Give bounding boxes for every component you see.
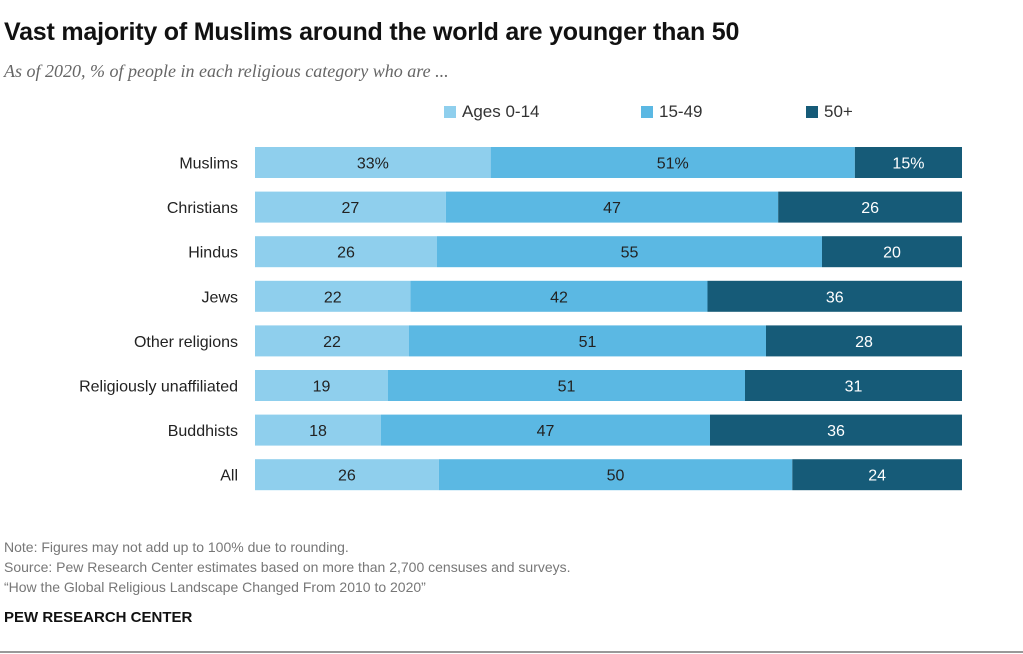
bar-segment <box>255 370 388 401</box>
category-label: Hindus <box>188 245 238 262</box>
bar-segment <box>255 191 446 223</box>
category-label: Buddhists <box>168 423 238 440</box>
bar-segment <box>822 236 962 268</box>
legend-item-50-plus: 50+ <box>806 102 853 122</box>
footnotes: Note: Figures may not add up to 100% due… <box>4 537 571 597</box>
bar-segment <box>778 191 962 223</box>
legend-swatch <box>641 106 653 118</box>
data-label: 15% <box>892 156 924 173</box>
data-label: 51 <box>558 379 576 396</box>
bar-segment <box>445 191 779 223</box>
bar-segment <box>255 459 439 491</box>
data-label: 42 <box>550 289 568 306</box>
legend-swatch <box>806 106 818 118</box>
report-title: “How the Global Religious Landscape Chan… <box>4 579 426 595</box>
data-label: 28 <box>855 334 873 351</box>
data-label: 27 <box>342 200 360 217</box>
bar-segment <box>437 236 822 268</box>
bottom-divider <box>0 651 1023 653</box>
data-label: 51 <box>579 334 597 351</box>
category-label: Religiously unaffiliated <box>79 379 238 396</box>
data-label: 31 <box>845 379 863 396</box>
category-label: Christians <box>167 200 238 217</box>
category-label: All <box>220 468 238 485</box>
data-label: 26 <box>338 468 356 485</box>
brand-label: PEW RESEARCH CENTER <box>4 609 193 626</box>
bar-segment <box>388 370 745 401</box>
category-label: Muslims <box>179 156 238 173</box>
legend-label: 15-49 <box>659 102 703 121</box>
bar-segment <box>438 459 793 491</box>
bar-segment <box>255 325 409 357</box>
legend-item-ages-0-14: Ages 0-14 <box>444 102 540 122</box>
bar-segment <box>409 325 766 357</box>
data-label: 18 <box>309 423 327 440</box>
data-label: 19 <box>313 379 331 396</box>
data-label: 47 <box>603 200 621 217</box>
data-label: 20 <box>883 245 901 262</box>
bar-segment <box>255 147 491 178</box>
legend-swatch <box>444 106 456 118</box>
data-label: 26 <box>337 245 355 262</box>
data-label: 33% <box>357 156 389 173</box>
data-label: 22 <box>324 289 342 306</box>
bar-segment <box>255 414 381 446</box>
bar-segment <box>745 370 962 401</box>
legend-label: Ages 0-14 <box>462 102 540 121</box>
bar-segment <box>792 459 962 491</box>
stacked-bar-chart: Muslims 33% 51% 15% Christians 27 47 26 Hindus 26… <box>79 147 962 491</box>
data-label: 26 <box>861 200 879 217</box>
bar-segment <box>255 236 437 268</box>
chart-subtitle: As of 2020, % of people in each religiou… <box>4 61 449 81</box>
data-label: 36 <box>826 289 844 306</box>
chart-legend: Ages 0-14 15-49 50+ <box>0 102 1023 126</box>
bar-segment <box>766 325 962 357</box>
bar-segment <box>854 147 962 178</box>
data-label: 55 <box>621 245 639 262</box>
bar-segment <box>255 280 411 312</box>
data-label: 50 <box>607 468 625 485</box>
data-label: 24 <box>868 468 886 485</box>
data-label: 36 <box>827 423 845 440</box>
data-label: 22 <box>323 334 341 351</box>
legend-label: 50+ <box>824 102 853 121</box>
note-text: Note: Figures may not add up to 100% due… <box>4 539 349 555</box>
bar-segment <box>710 414 962 446</box>
category-label: Jews <box>202 289 238 306</box>
bar-segment <box>381 414 710 446</box>
source-text: Source: Pew Research Center estimates ba… <box>4 559 571 575</box>
data-label: 51% <box>657 156 689 173</box>
data-label: 47 <box>537 423 555 440</box>
bar-segment <box>410 280 708 312</box>
bar-segment <box>707 280 962 312</box>
legend-item-15-49: 15-49 <box>641 102 702 122</box>
chart-title: Vast majority of Muslims around the worl… <box>4 18 740 46</box>
bar-segment <box>490 147 855 178</box>
category-label: Other religions <box>134 334 238 351</box>
